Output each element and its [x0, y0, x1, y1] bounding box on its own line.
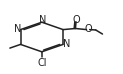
- Text: O: O: [84, 24, 92, 34]
- Text: N: N: [62, 39, 70, 49]
- Text: N: N: [14, 24, 21, 34]
- Text: N: N: [39, 15, 46, 25]
- Text: Cl: Cl: [38, 58, 47, 68]
- Text: O: O: [72, 15, 80, 25]
